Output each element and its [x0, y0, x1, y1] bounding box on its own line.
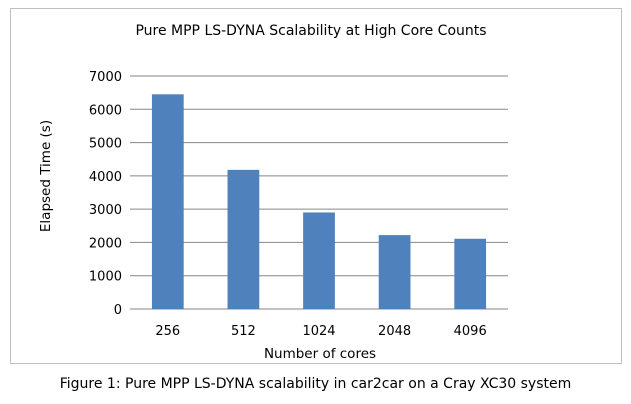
figure-caption: Figure 1: Pure MPP LS-DYNA scalability i…	[59, 376, 572, 392]
chart-frame: Pure MPP LS-DYNA Scalability at High Cor…	[10, 8, 622, 364]
bar-chart: Pure MPP LS-DYNA Scalability at High Cor…	[38, 23, 508, 362]
x-tick-label: 1024	[302, 324, 335, 339]
y-tick-label: 2000	[89, 236, 122, 251]
y-tick-label: 7000	[89, 70, 122, 85]
y-tick-labels: 0 1000 2000 3000 4000 5000 6000 7000	[89, 70, 122, 318]
x-tick-label: 512	[231, 324, 256, 339]
y-tick-label: 1000	[89, 270, 122, 285]
chart-title: Pure MPP LS-DYNA Scalability at High Cor…	[135, 23, 486, 39]
y-tick-label: 3000	[89, 203, 122, 218]
bar	[454, 238, 487, 309]
x-tick-label: 4096	[454, 324, 487, 339]
y-tick-label: 6000	[89, 103, 122, 118]
bar	[303, 212, 335, 309]
x-tick-label: 2048	[378, 324, 411, 339]
y-tick-label: 4000	[89, 170, 122, 185]
bar	[227, 169, 260, 309]
bars	[151, 94, 487, 309]
bar	[378, 235, 411, 309]
x-tick-labels: 256 512 1024 2048 4096	[155, 324, 486, 339]
y-tick-label: 5000	[89, 137, 122, 152]
y-tick-label: 0	[114, 303, 122, 318]
y-axis-label: Elapsed Time (s)	[38, 120, 54, 232]
x-axis-label: Number of cores	[264, 346, 376, 362]
bar	[151, 94, 184, 309]
x-tick-label: 256	[155, 324, 180, 339]
